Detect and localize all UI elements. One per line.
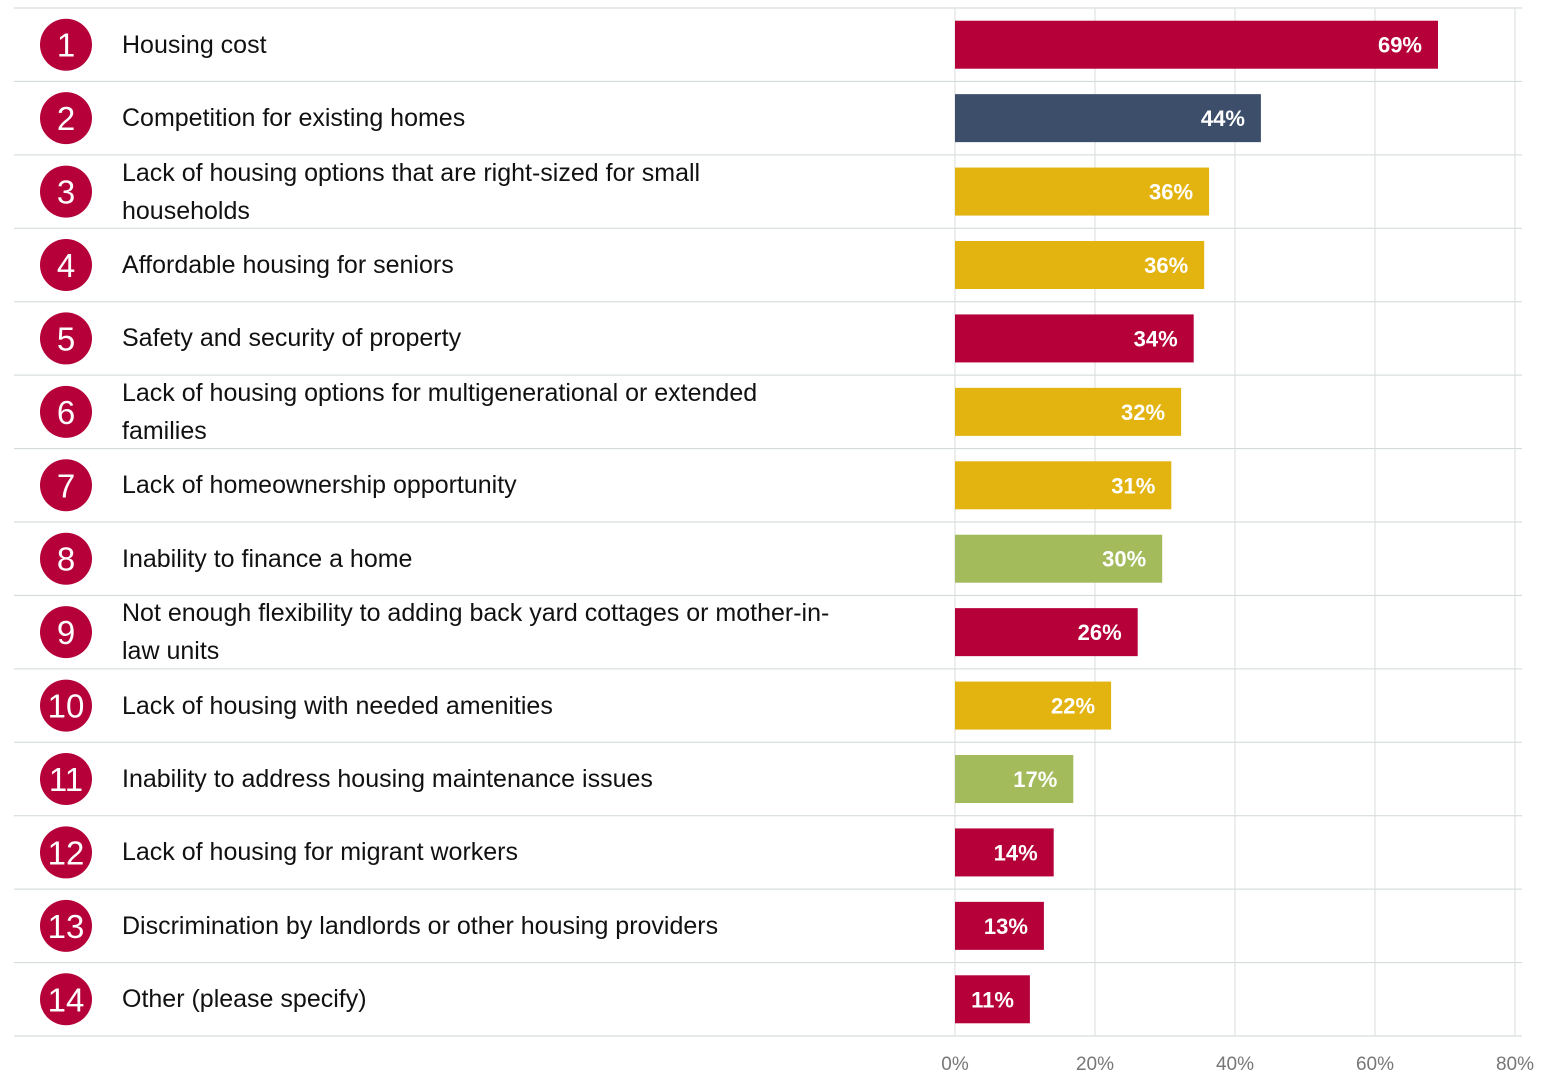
rank-badge [40, 92, 92, 145]
value-label: 13% [984, 914, 1028, 939]
rank-badge [40, 165, 92, 218]
rank-badge [40, 826, 92, 879]
rank-number: 1 [57, 27, 75, 64]
bar [955, 461, 1172, 510]
rank-number: 8 [57, 541, 75, 578]
category-label: Not enough flexibility to adding back ya… [122, 599, 830, 666]
bar [955, 755, 1074, 803]
category-label: Affordable housing for seniors [122, 251, 454, 279]
bar [955, 387, 1182, 436]
bar [955, 167, 1210, 216]
rank-number: 6 [57, 394, 75, 431]
value-label: 17% [1013, 767, 1057, 792]
value-label: 31% [1111, 473, 1155, 498]
x-tick-label: 20% [1076, 1054, 1114, 1075]
category-label: Discrimination by landlords or other hou… [122, 911, 719, 940]
rank-badge [40, 459, 92, 512]
category-label: Lack of housing options that are right-s… [122, 158, 701, 225]
value-label: 26% [1078, 620, 1122, 645]
bar [955, 828, 1054, 877]
value-label: 30% [1102, 547, 1146, 572]
category-label: Lack of housing with needed amenities [122, 691, 553, 720]
bar [955, 534, 1163, 583]
rank-badge [40, 973, 92, 1026]
rank-badge [40, 18, 92, 71]
rank-number: 9 [57, 614, 75, 651]
rank-badge [40, 899, 92, 952]
bar [955, 901, 1044, 950]
bar [955, 314, 1194, 363]
rank-number: 12 [48, 834, 85, 871]
bar [955, 608, 1138, 657]
rank-badge [40, 532, 92, 585]
value-label: 11% [971, 987, 1014, 1012]
x-tick-label: 60% [1356, 1054, 1394, 1075]
rank-number: 2 [57, 100, 75, 137]
category-label: Competition for existing homes [122, 104, 466, 133]
category-label: Safety and security of property [122, 324, 462, 353]
value-label: 44% [1201, 106, 1245, 131]
category-label: Housing cost [122, 30, 267, 59]
rank-badge [40, 312, 92, 365]
rank-number: 4 [57, 247, 75, 284]
rank-number: 3 [57, 174, 75, 211]
rank-badge [40, 679, 92, 732]
bar [955, 20, 1438, 69]
category-label: Inability to finance a home [122, 544, 413, 573]
value-label: 22% [1051, 694, 1095, 719]
rank-badge [40, 753, 92, 805]
category-label: Inability to address housing maintenance… [122, 765, 653, 793]
x-tick-label: 40% [1216, 1054, 1254, 1075]
rank-number: 7 [57, 467, 75, 504]
value-label: 34% [1134, 326, 1178, 351]
rank-badge [40, 385, 92, 438]
value-label: 36% [1144, 253, 1188, 278]
rank-badge [40, 239, 92, 291]
value-label: 32% [1121, 400, 1165, 425]
value-label: 14% [994, 840, 1038, 865]
bar [955, 241, 1205, 289]
category-label: Lack of housing options for multigenerat… [122, 378, 758, 445]
value-label: 36% [1149, 180, 1193, 205]
rank-badge [40, 606, 92, 659]
x-tick-label: 80% [1496, 1054, 1534, 1075]
rank-number: 13 [48, 908, 85, 945]
category-label: Lack of housing for migrant workers [122, 838, 519, 867]
rank-number: 5 [57, 320, 75, 357]
category-label: Lack of homeownership opportunity [122, 471, 517, 500]
bar [955, 94, 1261, 143]
bar [955, 681, 1112, 730]
x-tick-label: 0% [941, 1054, 969, 1075]
value-label: 69% [1378, 33, 1422, 58]
category-label: Other (please specify) [122, 985, 367, 1014]
rank-number: 14 [48, 981, 85, 1018]
rank-number: 10 [48, 688, 85, 725]
bar [955, 975, 1030, 1024]
rank-number: 11 [49, 761, 83, 798]
